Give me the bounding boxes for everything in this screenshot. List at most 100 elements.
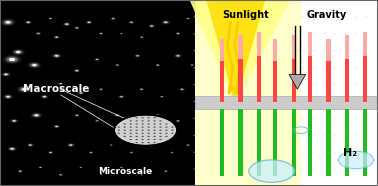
Circle shape — [204, 185, 207, 186]
Circle shape — [147, 142, 150, 143]
Circle shape — [5, 74, 8, 75]
Circle shape — [141, 89, 143, 90]
Circle shape — [301, 33, 304, 34]
Circle shape — [226, 185, 228, 186]
Circle shape — [124, 123, 126, 125]
Circle shape — [76, 27, 78, 28]
Circle shape — [135, 120, 139, 122]
Circle shape — [377, 152, 378, 153]
Circle shape — [141, 130, 144, 131]
Circle shape — [74, 70, 79, 72]
Circle shape — [60, 83, 62, 84]
Circle shape — [14, 50, 22, 54]
Circle shape — [80, 92, 82, 94]
Circle shape — [0, 18, 16, 26]
Text: Microscale: Microscale — [98, 167, 152, 176]
Circle shape — [100, 89, 102, 90]
Circle shape — [215, 135, 217, 136]
Circle shape — [269, 84, 271, 85]
Circle shape — [323, 84, 325, 85]
Bar — [326, 39, 331, 102]
Circle shape — [323, 0, 325, 1]
Circle shape — [366, 84, 368, 85]
Circle shape — [141, 37, 143, 38]
Circle shape — [141, 126, 144, 128]
Circle shape — [141, 117, 144, 118]
Circle shape — [55, 55, 58, 57]
Circle shape — [187, 18, 189, 19]
Circle shape — [280, 152, 282, 153]
Circle shape — [86, 21, 92, 24]
Circle shape — [312, 67, 314, 68]
Circle shape — [165, 133, 168, 134]
Circle shape — [135, 126, 138, 128]
Circle shape — [121, 33, 122, 34]
Circle shape — [147, 136, 150, 137]
Circle shape — [164, 170, 168, 172]
Circle shape — [53, 125, 60, 128]
Circle shape — [291, 169, 293, 170]
Circle shape — [237, 84, 239, 85]
Circle shape — [49, 18, 52, 19]
Circle shape — [47, 151, 54, 154]
Circle shape — [112, 18, 114, 19]
Circle shape — [156, 115, 159, 116]
Circle shape — [366, 152, 368, 153]
Circle shape — [377, 33, 378, 34]
Circle shape — [74, 27, 79, 29]
Circle shape — [135, 136, 138, 137]
Circle shape — [124, 126, 126, 128]
Bar — [273, 109, 277, 176]
Circle shape — [141, 174, 142, 175]
Circle shape — [16, 85, 32, 93]
Circle shape — [20, 87, 29, 92]
Circle shape — [186, 144, 190, 146]
Circle shape — [237, 135, 239, 136]
Bar — [257, 32, 261, 56]
Circle shape — [204, 135, 207, 136]
Circle shape — [204, 0, 207, 1]
Circle shape — [165, 123, 168, 125]
Circle shape — [80, 167, 82, 168]
Circle shape — [215, 0, 217, 1]
Circle shape — [153, 136, 156, 137]
Circle shape — [25, 21, 31, 24]
Circle shape — [6, 21, 11, 24]
Circle shape — [135, 54, 140, 57]
Circle shape — [323, 185, 325, 186]
Circle shape — [120, 167, 123, 168]
Circle shape — [334, 84, 336, 85]
Circle shape — [344, 33, 347, 34]
Circle shape — [258, 185, 260, 186]
Circle shape — [164, 22, 167, 23]
Circle shape — [215, 169, 217, 170]
Circle shape — [8, 147, 16, 151]
Circle shape — [60, 174, 62, 175]
Circle shape — [258, 169, 260, 170]
Circle shape — [32, 64, 37, 66]
Circle shape — [9, 58, 15, 61]
Circle shape — [13, 120, 15, 122]
Circle shape — [323, 101, 325, 102]
Circle shape — [344, 169, 347, 170]
Circle shape — [237, 33, 239, 34]
Circle shape — [177, 120, 179, 121]
Circle shape — [80, 167, 82, 168]
Circle shape — [48, 18, 53, 20]
Circle shape — [237, 50, 239, 51]
Circle shape — [355, 0, 358, 1]
Circle shape — [177, 33, 179, 34]
Bar — [239, 109, 243, 176]
Circle shape — [291, 135, 293, 136]
Circle shape — [269, 0, 271, 1]
Circle shape — [11, 148, 14, 150]
Circle shape — [17, 170, 23, 173]
Circle shape — [48, 151, 53, 154]
Circle shape — [312, 118, 314, 119]
Circle shape — [194, 169, 196, 170]
Circle shape — [62, 22, 71, 26]
Circle shape — [135, 130, 138, 131]
Circle shape — [334, 152, 336, 153]
Circle shape — [116, 115, 118, 116]
Circle shape — [366, 135, 368, 136]
